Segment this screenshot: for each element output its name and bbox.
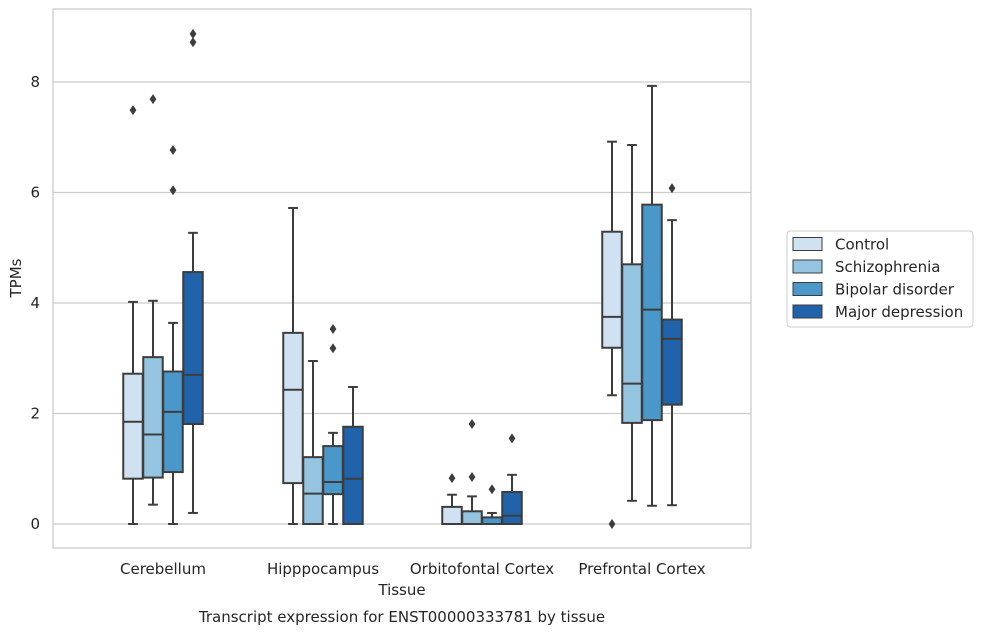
- legend-label: Control: [835, 236, 889, 254]
- box-2-2: [481, 484, 503, 525]
- box-3-1: [621, 143, 643, 502]
- box-body: [661, 318, 683, 406]
- outlier-point: [189, 28, 197, 39]
- box-3-0: [601, 140, 623, 529]
- legend-swatch: [792, 259, 823, 274]
- x-axis-title: Tissue: [377, 581, 425, 599]
- outlier-point: [668, 183, 676, 194]
- x-tick-label: Prefrontal Cortex: [578, 560, 705, 578]
- y-tick-label: 2: [30, 405, 40, 423]
- legend-label: Major depression: [835, 303, 963, 321]
- box-0-2: [162, 144, 184, 525]
- outlier-point: [508, 433, 516, 444]
- outlier-point: [488, 484, 496, 495]
- x-tick-label: Hipppocampus: [267, 560, 379, 578]
- legend-label: Schizophrenia: [835, 258, 940, 276]
- box-0-3: [182, 28, 204, 514]
- y-axis-title: TPMs: [7, 258, 25, 298]
- box-body: [302, 456, 324, 525]
- plot-area-frame: [52, 8, 752, 549]
- y-tick-label: 4: [30, 294, 40, 312]
- outlier-point: [169, 144, 177, 155]
- box-1-2: [322, 323, 344, 525]
- x-tick-labels: Cerebellum Hipppocampus Orbitofontal Corte…: [120, 560, 706, 578]
- box-0-0: [122, 105, 144, 525]
- box-body: [142, 356, 164, 479]
- box-1-1: [302, 360, 324, 525]
- box-body: [122, 372, 144, 480]
- box-body: [162, 370, 184, 474]
- y-tick-label: 6: [30, 184, 40, 202]
- outlier-point: [189, 37, 197, 48]
- outlier-point: [468, 418, 476, 429]
- box-3-2: [641, 84, 663, 507]
- legend: Control Schizophrenia Bipolar disorder Majo…: [786, 230, 974, 328]
- outlier-point: [448, 473, 456, 484]
- legend-swatch: [792, 282, 823, 296]
- box-body: [182, 271, 204, 425]
- x-tick-label: Cerebellum: [120, 560, 206, 578]
- box-body: [501, 490, 523, 525]
- outlier-point: [468, 472, 476, 483]
- box-2-3: [501, 433, 523, 525]
- box-body: [282, 331, 304, 485]
- chart-caption: Transcript expression for ENST0000033378…: [198, 608, 605, 626]
- box-body: [441, 505, 463, 525]
- y-tick-labels: 0 2 4 6 8: [30, 73, 40, 533]
- box-body: [621, 263, 643, 424]
- outlier-point: [169, 185, 177, 196]
- box-0-1: [142, 94, 164, 506]
- x-tick-label: Orbitofontal Cortex: [410, 560, 554, 578]
- box-2-1: [461, 418, 483, 526]
- outlier-point: [149, 94, 157, 105]
- box-3-3: [661, 183, 683, 507]
- box-body: [641, 203, 663, 422]
- y-tick-label: 8: [30, 73, 40, 91]
- box-1-3: [342, 385, 364, 526]
- legend-swatch: [792, 304, 823, 319]
- legend-swatch: [792, 237, 823, 251]
- outlier-point: [329, 343, 337, 354]
- box-body: [461, 510, 483, 526]
- legend-label: Bipolar disorder: [835, 281, 955, 299]
- box-body: [601, 230, 623, 349]
- box-layer: [122, 28, 683, 529]
- outlier-point: [608, 519, 616, 529]
- legend-frame: [786, 230, 974, 328]
- box-body: [342, 425, 364, 526]
- outlier-point: [329, 323, 337, 334]
- box-body: [322, 445, 344, 496]
- box-2-0: [441, 473, 463, 525]
- y-tick-label: 0: [30, 515, 40, 533]
- box-1-0: [282, 206, 304, 525]
- outlier-point: [129, 105, 137, 116]
